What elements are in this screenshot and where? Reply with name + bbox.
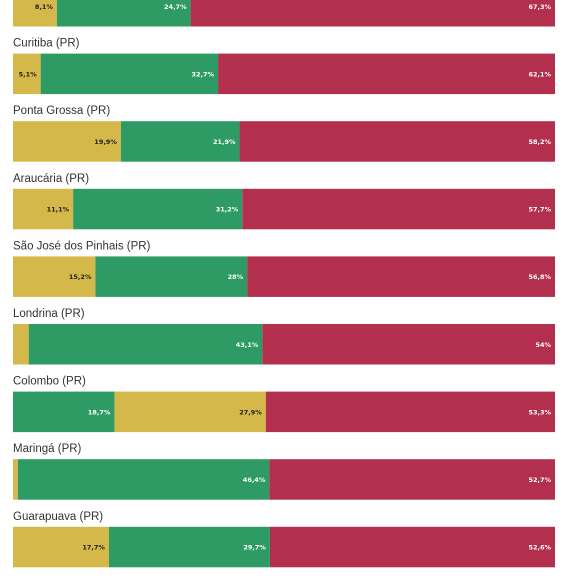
bar-segment-yellow bbox=[13, 256, 96, 297]
data-label: 58,2% bbox=[528, 138, 551, 146]
city-label: Colombo (PR) bbox=[13, 376, 86, 388]
data-label: 56,8% bbox=[528, 273, 551, 281]
data-label: 27,9% bbox=[239, 408, 262, 416]
data-label: 43,1% bbox=[236, 341, 259, 349]
data-label: 52,7% bbox=[528, 476, 551, 484]
bar-segment-green bbox=[120, 121, 240, 162]
bar-segment-green bbox=[95, 256, 248, 297]
data-label: 53,3% bbox=[528, 408, 551, 416]
bar-segment-yellow bbox=[114, 391, 266, 433]
bar-segment-red bbox=[190, 0, 555, 27]
bar-segment-red bbox=[265, 391, 555, 433]
city-label: Araucária (PR) bbox=[13, 173, 89, 185]
bar-row: Araucária (PR) 11,1% 31,2% 57,7% bbox=[13, 173, 555, 230]
bar-segment-yellow bbox=[13, 53, 41, 95]
bar-segment-red bbox=[218, 53, 555, 95]
bar-segment-red bbox=[269, 459, 555, 500]
data-label: 57,7% bbox=[528, 206, 551, 214]
city-label: Ponta Grossa (PR) bbox=[13, 105, 110, 117]
city-label: Curitiba (PR) bbox=[13, 38, 80, 50]
bar-segment-red bbox=[269, 526, 555, 568]
bar-segment-green bbox=[17, 459, 270, 500]
bar-segment-yellow bbox=[13, 459, 18, 500]
data-label: 28% bbox=[228, 273, 244, 281]
data-label: 32,7% bbox=[192, 70, 215, 78]
bar-segment-yellow bbox=[13, 0, 57, 27]
bar-segment-red bbox=[242, 188, 555, 230]
data-label: 29,7% bbox=[243, 544, 266, 552]
data-label: 46,4% bbox=[243, 476, 266, 484]
bar-segment-red bbox=[239, 121, 555, 162]
data-label: 8,1% bbox=[35, 3, 54, 11]
bar-row: Ponta Grossa (PR) 19,9% 21,9% 58,2% bbox=[13, 105, 555, 162]
bar-segment-yellow bbox=[13, 188, 74, 230]
bar-row: Curitiba (PR) 5,1% 32,7% 62,1% bbox=[13, 38, 555, 95]
data-label: 18,7% bbox=[88, 408, 111, 416]
data-label: 21,9% bbox=[213, 138, 236, 146]
bar-row: 8,1% 24,7% 67,3% bbox=[13, 0, 555, 27]
bar-row: São José dos Pinhais (PR) 15,2% 28% 56,8% bbox=[13, 240, 555, 297]
data-label: 15,2% bbox=[69, 273, 92, 281]
bar-segment-green bbox=[73, 188, 243, 230]
data-label: 5,1% bbox=[19, 70, 38, 78]
data-label: 67,3% bbox=[528, 3, 551, 11]
bar-segment-green bbox=[13, 391, 115, 433]
bar-segment-green bbox=[56, 0, 191, 27]
bar-segment-yellow bbox=[13, 324, 29, 365]
data-label: 52,6% bbox=[528, 544, 551, 552]
data-label: 17,7% bbox=[82, 544, 105, 552]
bar-segment-yellow bbox=[13, 526, 109, 568]
bar-segment-red bbox=[247, 256, 555, 297]
bar-segment-green bbox=[108, 526, 270, 568]
data-label: 19,9% bbox=[94, 138, 117, 146]
bar-segment-red bbox=[262, 324, 555, 365]
city-label: Guarapuava (PR) bbox=[13, 511, 103, 523]
bar-row: Colombo (PR) 18,7% 27,9% 53,3% bbox=[13, 376, 555, 433]
city-label: Londrina (PR) bbox=[13, 308, 85, 320]
bar-segment-green bbox=[28, 324, 263, 365]
data-label: 54% bbox=[535, 341, 551, 349]
data-label: 11,1% bbox=[47, 206, 70, 214]
data-label: 62,1% bbox=[528, 70, 551, 78]
bar-segment-green bbox=[40, 53, 219, 95]
data-label: 24,7% bbox=[164, 3, 187, 11]
bar-row: Maringá (PR) 46,4% 52,7% bbox=[13, 443, 555, 500]
bar-row: Guarapuava (PR) 17,7% 29,7% 52,6% bbox=[13, 511, 555, 568]
bar-row: Londrina (PR) 43,1% 54% bbox=[13, 308, 555, 365]
city-label: Maringá (PR) bbox=[13, 443, 82, 455]
data-label: 31,2% bbox=[216, 206, 239, 214]
city-label: São José dos Pinhais (PR) bbox=[13, 240, 151, 252]
bar-segment-yellow bbox=[13, 121, 121, 162]
